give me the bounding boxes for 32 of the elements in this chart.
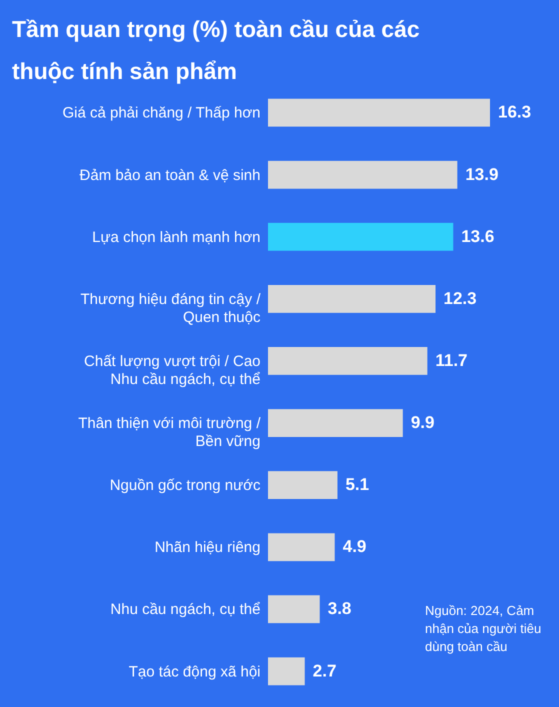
data-label: 13.9 bbox=[465, 164, 498, 184]
chart-title: Tầm quan trọng (%) toàn cầu của các thuộc tính sản phẩm bbox=[12, 15, 421, 86]
data-label: 4.9 bbox=[342, 537, 366, 556]
y-tick-label: Lựa chọn lành mạnh hơn bbox=[92, 228, 260, 246]
bar bbox=[268, 98, 490, 127]
y-tick-label: Thương hiệu đáng tin cậy / Quen thuộc bbox=[80, 290, 262, 326]
bar bbox=[268, 595, 320, 624]
data-label: 2.7 bbox=[312, 661, 336, 680]
data-label: 9.9 bbox=[410, 413, 434, 432]
data-label: 13.6 bbox=[461, 226, 494, 246]
bar bbox=[268, 657, 305, 686]
y-tick-label: Nguồn gốc trong nước bbox=[110, 477, 261, 494]
y-tick-label: Đảm bảo an toàn & vệ sinh bbox=[80, 166, 260, 184]
y-tick-label: Thân thiện với môi trường / Bền vững bbox=[78, 415, 262, 450]
y-tick-label: Chất lượng vượt trội / Cao Nhu cầu ngách, cụ thể bbox=[84, 352, 260, 388]
bar bbox=[268, 471, 338, 500]
bar bbox=[268, 347, 428, 375]
data-label: 5.1 bbox=[345, 475, 370, 494]
bar bbox=[268, 222, 454, 251]
data-label: 3.8 bbox=[328, 599, 352, 618]
annotation: Nguồn: 2024, Cảm nhận của người tiêu dùng toàn cầu bbox=[425, 602, 542, 656]
bar bbox=[268, 533, 335, 562]
y-tick-label: Nhãn hiệu riêng bbox=[154, 539, 260, 556]
data-label: 11.7 bbox=[435, 350, 468, 370]
y-tick-label: Nhu cầu ngách, cụ thể bbox=[110, 601, 260, 618]
bar bbox=[268, 409, 403, 437]
y-tick-label: Tạo tác động xã hội bbox=[128, 663, 260, 680]
bar bbox=[268, 284, 436, 313]
data-label: 16.3 bbox=[498, 102, 532, 122]
bar bbox=[268, 160, 458, 189]
data-label: 12.3 bbox=[444, 288, 477, 308]
y-tick-label: Giá cả phải chăng / Thấp hơn bbox=[62, 104, 260, 122]
